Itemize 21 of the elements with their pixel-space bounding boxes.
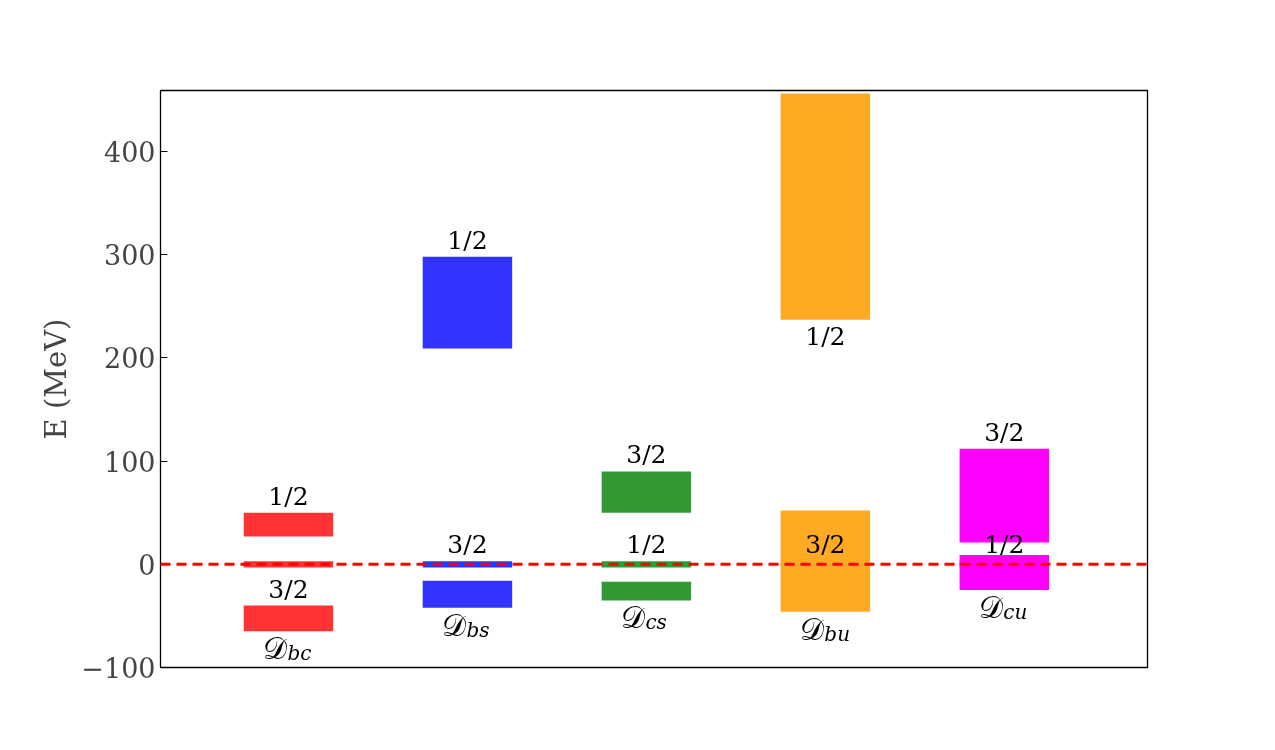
annotation: 3/2 [626,440,667,470]
annotation: 1/2 [447,225,488,255]
x-tick-label: 𝒟cu [979,590,1028,626]
y-tick-label: 0 [138,549,156,581]
y-tick-label: −100 [81,653,156,684]
annotation: 3/2 [805,530,846,560]
annotation: 1/2 [626,530,667,560]
annotation: 3/2 [268,574,309,604]
x-tick-label: 𝒟bs [442,607,490,643]
x-tick-label: 𝒟bc [263,631,312,667]
annotation: 3/2 [447,530,488,560]
y-tick-label: 400 [103,136,156,168]
annotation: 3/2 [984,417,1025,447]
x-tick-label: 𝒟bu [800,611,851,647]
y-tick-label: 100 [103,446,156,478]
y-tick-label: 300 [103,240,156,272]
y-axis-title: E (MeV) [39,318,74,440]
x-tick-label: 𝒟cs [621,600,667,636]
y-tick-label: 200 [103,343,156,375]
annotation: 1/2 [268,481,309,511]
annotation: 1/2 [805,321,846,351]
